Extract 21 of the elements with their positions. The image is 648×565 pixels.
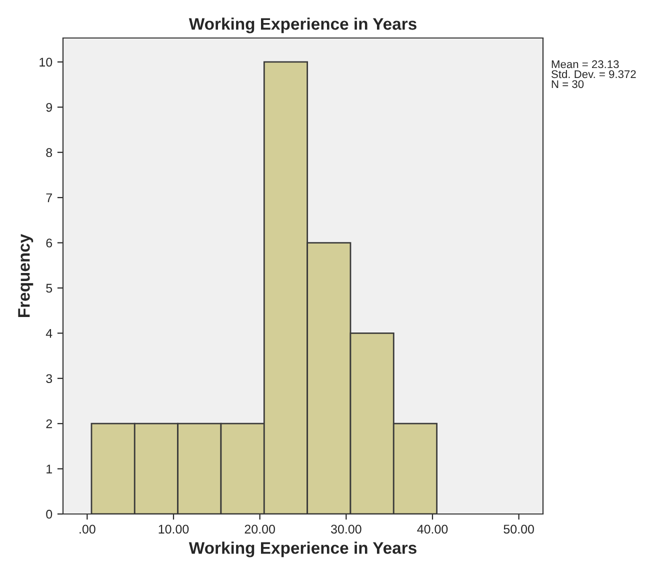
- y-tick-label: 4: [46, 329, 52, 338]
- x-tick-label: 30.00: [331, 524, 362, 534]
- y-tick-label: 2: [46, 419, 52, 428]
- chart-title: Working Experience in Years: [188, 18, 416, 34]
- text: Mean = 23.13 Std. Dev. = 9.372 N = 30: [552, 60, 636, 88]
- y-tick-label: 9: [46, 102, 52, 112]
- y-tick-label: 7: [46, 194, 52, 202]
- y-tick-label: 3: [46, 374, 52, 384]
- x-axis-title: Working Experience in Years: [188, 542, 416, 558]
- x-tick-label: 20.00: [244, 524, 275, 534]
- y-tick-label: 0: [46, 510, 52, 519]
- y-tick-label: 5: [46, 284, 52, 293]
- y-tick-label: 1: [46, 464, 52, 474]
- x-tick-label: 40.00: [417, 524, 448, 534]
- x-tick-label: 10.00: [158, 524, 189, 534]
- x-tick-label: .00: [80, 524, 96, 534]
- y-tick-label: 6: [46, 238, 52, 248]
- y-axis-title: Frequency: [18, 234, 34, 318]
- y-tick-label: 8: [46, 148, 52, 158]
- y-tick-label: 10: [40, 58, 52, 67]
- x-tick-label: 50.00: [504, 524, 534, 534]
